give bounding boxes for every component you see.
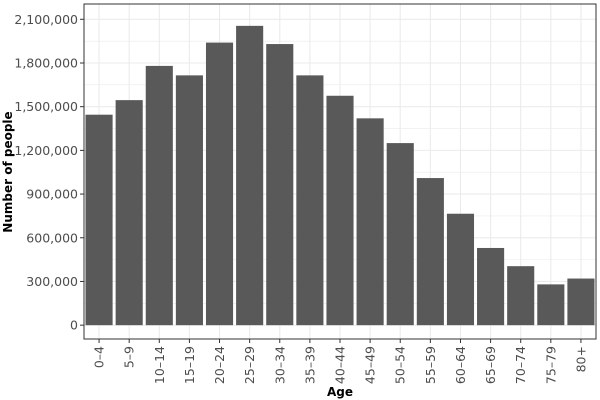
x-tick-label: 40–44 bbox=[333, 346, 348, 384]
x-tick-label: 65–69 bbox=[483, 346, 498, 384]
x-tick-label: 80+ bbox=[573, 346, 588, 372]
bar bbox=[266, 44, 294, 326]
bar bbox=[145, 65, 173, 326]
x-tick-label: 55–59 bbox=[423, 346, 438, 384]
bars bbox=[85, 25, 595, 326]
x-tick-label: 0–4 bbox=[92, 346, 107, 368]
y-tick-label: 300,000 bbox=[26, 274, 78, 289]
x-tick-label: 35–39 bbox=[302, 346, 317, 384]
y-tick-label: 1,500,000 bbox=[14, 99, 78, 114]
y-axis-title: Number of people bbox=[1, 111, 15, 232]
bar bbox=[477, 247, 505, 326]
x-tick-label: 45–49 bbox=[363, 346, 378, 384]
bar bbox=[356, 118, 384, 326]
x-tick-label: 50–54 bbox=[393, 346, 408, 384]
y-tick-label: 1,800,000 bbox=[14, 55, 78, 70]
bar bbox=[326, 95, 354, 326]
x-tick-label: 5–9 bbox=[122, 346, 137, 368]
bar bbox=[175, 75, 203, 326]
bar bbox=[416, 178, 444, 326]
bar bbox=[115, 100, 143, 326]
x-tick-label: 10–14 bbox=[152, 346, 167, 384]
x-tick-label: 20–24 bbox=[212, 346, 227, 384]
x-tick-label: 30–34 bbox=[272, 346, 287, 384]
x-tick-label: 60–64 bbox=[453, 346, 468, 384]
bar bbox=[537, 284, 565, 326]
y-tick-label: 600,000 bbox=[26, 230, 78, 245]
bar bbox=[507, 266, 535, 326]
y-axis: 0 300,000 600,000 900,000 1,200,000 1,500,000… bbox=[14, 12, 84, 333]
x-tick-label: 15–19 bbox=[182, 346, 197, 384]
x-axis-title: Age bbox=[327, 385, 353, 399]
bar bbox=[567, 278, 595, 326]
x-axis: 0–4 5–9 10–14 15–19 20–24 25–29 30–34 35–39 40–4… bbox=[92, 339, 588, 384]
bar bbox=[446, 213, 475, 326]
y-tick-label: 0 bbox=[70, 318, 78, 333]
bar bbox=[205, 42, 234, 326]
y-tick-label: 900,000 bbox=[26, 187, 78, 202]
bar bbox=[386, 143, 414, 326]
y-tick-label: 1,200,000 bbox=[14, 143, 78, 158]
x-tick-label: 75–79 bbox=[543, 346, 558, 384]
bar bbox=[85, 114, 113, 326]
bar bbox=[296, 75, 324, 326]
x-tick-label: 70–74 bbox=[513, 346, 528, 384]
y-tick-label: 2,100,000 bbox=[14, 12, 78, 27]
x-tick-label: 25–29 bbox=[242, 346, 257, 384]
bar bbox=[236, 25, 264, 326]
